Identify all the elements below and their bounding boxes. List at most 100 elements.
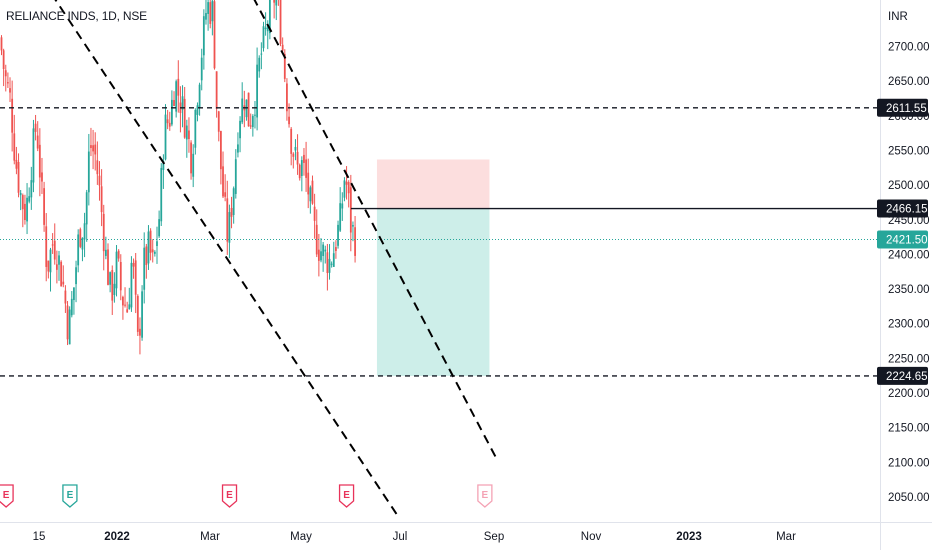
candle-body xyxy=(45,226,48,267)
y-tick-label: 2350.00 xyxy=(888,284,930,296)
candle-67 xyxy=(143,232,146,304)
y-tick-label: 2100.00 xyxy=(888,457,930,469)
candle-65 xyxy=(139,317,141,355)
candle-132 xyxy=(281,37,284,54)
candle-109 xyxy=(232,186,235,224)
candle-154 xyxy=(328,244,331,280)
candle-body xyxy=(305,159,307,178)
candle-body xyxy=(341,203,344,209)
candle-4 xyxy=(9,77,11,103)
candle-body xyxy=(196,105,199,115)
candle-body xyxy=(324,249,327,252)
candle-147 xyxy=(313,193,316,239)
candle-body xyxy=(92,145,94,152)
take-profit-zone[interactable] xyxy=(376,208,490,376)
candle-body xyxy=(51,244,54,246)
stop-loss-zone[interactable] xyxy=(376,159,490,209)
price-axis[interactable]: INR 2050.00 2100.00 2150.00 2200.00 2250.00 23… xyxy=(880,0,930,550)
x-tick-label: Mar xyxy=(776,531,796,543)
candle-body xyxy=(188,130,190,140)
candle-body xyxy=(275,0,278,6)
currency-label: INR xyxy=(888,11,908,23)
candle-13 xyxy=(28,187,31,204)
candle-29 xyxy=(62,265,65,288)
candle-body xyxy=(102,213,105,252)
candle-body xyxy=(326,252,329,274)
candle-body xyxy=(211,0,214,22)
candle-111 xyxy=(237,132,239,158)
badge-text: 2466.15 xyxy=(886,204,928,216)
candle-body xyxy=(6,82,9,84)
trend-lines[interactable] xyxy=(35,0,497,515)
candle-body xyxy=(332,253,335,267)
event-marker-0[interactable]: E xyxy=(0,484,14,508)
candle-body xyxy=(38,144,41,178)
candle-body xyxy=(94,144,97,155)
candle-92 xyxy=(196,102,199,122)
candle-24 xyxy=(51,233,54,254)
candle-63 xyxy=(134,252,137,314)
event-marker-2[interactable]: E xyxy=(221,484,238,508)
trend-line-0[interactable] xyxy=(35,0,398,515)
candle-20 xyxy=(43,181,45,232)
candle-131 xyxy=(279,0,282,47)
candle-body xyxy=(21,195,24,210)
candle-73 xyxy=(156,226,158,264)
candle-87 xyxy=(185,119,188,158)
candle-body xyxy=(171,99,173,125)
candle-body xyxy=(68,309,71,345)
candle-body xyxy=(136,295,139,332)
candle-body xyxy=(158,219,161,237)
candle-42 xyxy=(90,127,92,157)
level-badge-2: 2466.15 xyxy=(877,199,928,218)
candle-164 xyxy=(349,174,352,252)
candle-10 xyxy=(21,193,24,228)
candle-133 xyxy=(283,49,286,83)
badge-text: 2224.65 xyxy=(886,371,928,383)
badge-bg xyxy=(877,230,928,249)
candle-64 xyxy=(136,294,139,336)
event-badge-shape xyxy=(338,484,355,508)
position-tool[interactable] xyxy=(376,159,490,376)
candle-body xyxy=(205,13,207,20)
candle-body xyxy=(143,247,146,290)
candle-118 xyxy=(251,114,254,137)
candle-54 xyxy=(115,245,118,297)
candle-body xyxy=(79,229,82,247)
candle-93 xyxy=(198,82,201,116)
candle-8 xyxy=(17,153,20,198)
y-tick-label: 2450.00 xyxy=(888,215,930,227)
candle-28 xyxy=(60,260,63,287)
candle-body xyxy=(115,251,118,289)
candle-body xyxy=(266,26,269,32)
candle-body xyxy=(254,114,256,116)
candle-body xyxy=(70,298,73,316)
event-marker-1[interactable]: E xyxy=(62,484,78,508)
candle-60 xyxy=(128,287,131,310)
candle-body xyxy=(73,287,75,301)
candle-body xyxy=(352,225,354,227)
candle-50 xyxy=(107,243,109,286)
x-tick-label: 2023 xyxy=(676,531,702,543)
candle-body xyxy=(53,240,56,260)
candle-149 xyxy=(317,233,320,277)
candle-body xyxy=(164,114,167,160)
candle-153 xyxy=(326,243,329,291)
candle-body xyxy=(109,272,112,285)
time-axis[interactable]: 15 2022 Mar May Jul Sep Nov 2023 Mar xyxy=(0,522,932,544)
horizontal-levels[interactable] xyxy=(0,107,880,377)
candle-35 xyxy=(75,260,77,303)
candle-136 xyxy=(290,127,293,166)
candle-body xyxy=(24,203,26,221)
candle-body xyxy=(281,44,284,51)
candle-body xyxy=(81,237,84,250)
candle-12 xyxy=(26,183,28,235)
event-marker-3[interactable]: E xyxy=(338,484,355,508)
event-marker-4[interactable]: E xyxy=(477,484,493,508)
candle-23 xyxy=(49,247,52,292)
candle-140 xyxy=(298,163,301,181)
candle-112 xyxy=(239,116,241,153)
y-tick-label: 2200.00 xyxy=(888,388,930,400)
